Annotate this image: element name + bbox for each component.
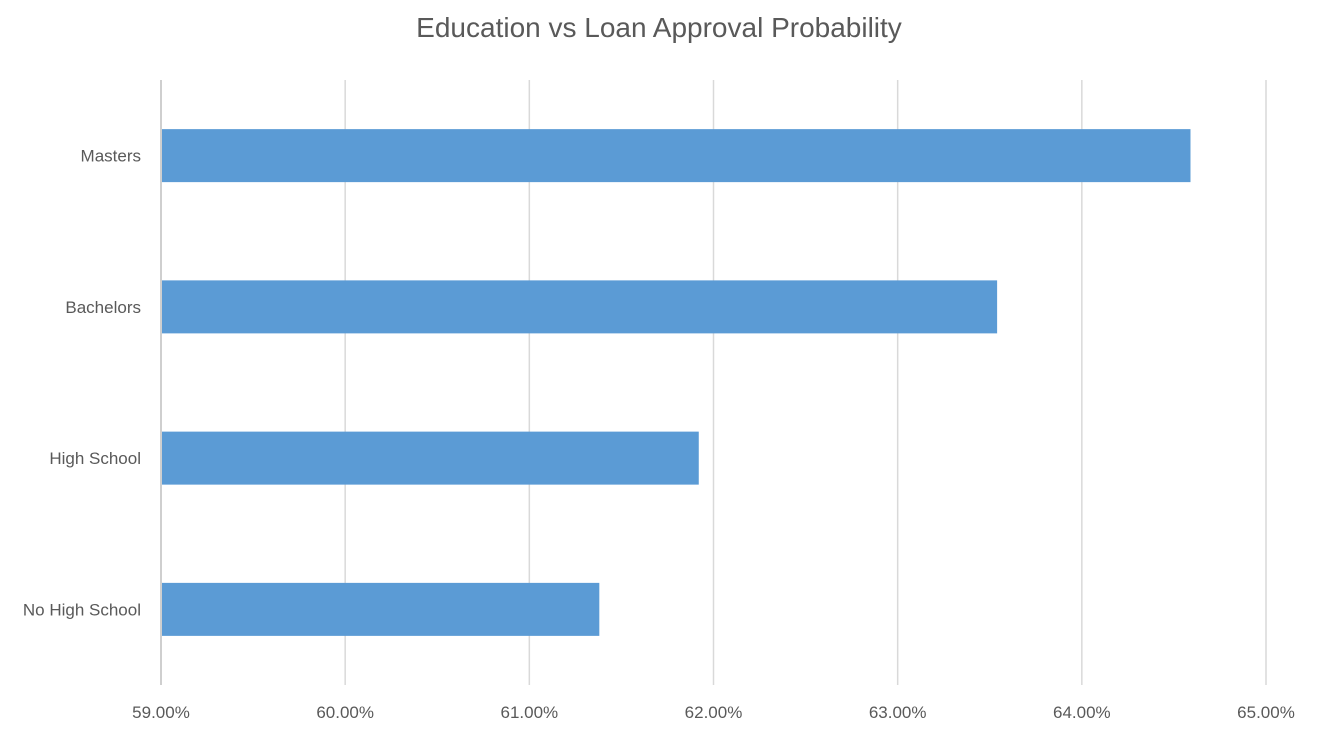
bar (162, 129, 1191, 183)
x-tick-label: 59.00% (132, 703, 190, 722)
bar (162, 280, 998, 334)
category-label: Masters (81, 147, 141, 166)
x-tick-label: 64.00% (1053, 703, 1111, 722)
bar (162, 582, 600, 636)
category-label: Bachelors (65, 298, 141, 317)
x-tick-label: 65.00% (1237, 703, 1295, 722)
chart-title: Education vs Loan Approval Probability (416, 12, 902, 43)
bars (162, 129, 1191, 636)
x-tick-label: 60.00% (316, 703, 374, 722)
x-tick-label: 63.00% (869, 703, 927, 722)
x-tick-label: 61.00% (500, 703, 558, 722)
bar (162, 431, 699, 485)
x-tick-label: 62.00% (685, 703, 743, 722)
category-label: No High School (23, 600, 141, 619)
category-label: High School (49, 449, 141, 468)
axes: 59.00% 60.00% 61.00% 62.00% 63.00% 64.00% 65.0… (23, 80, 1295, 722)
